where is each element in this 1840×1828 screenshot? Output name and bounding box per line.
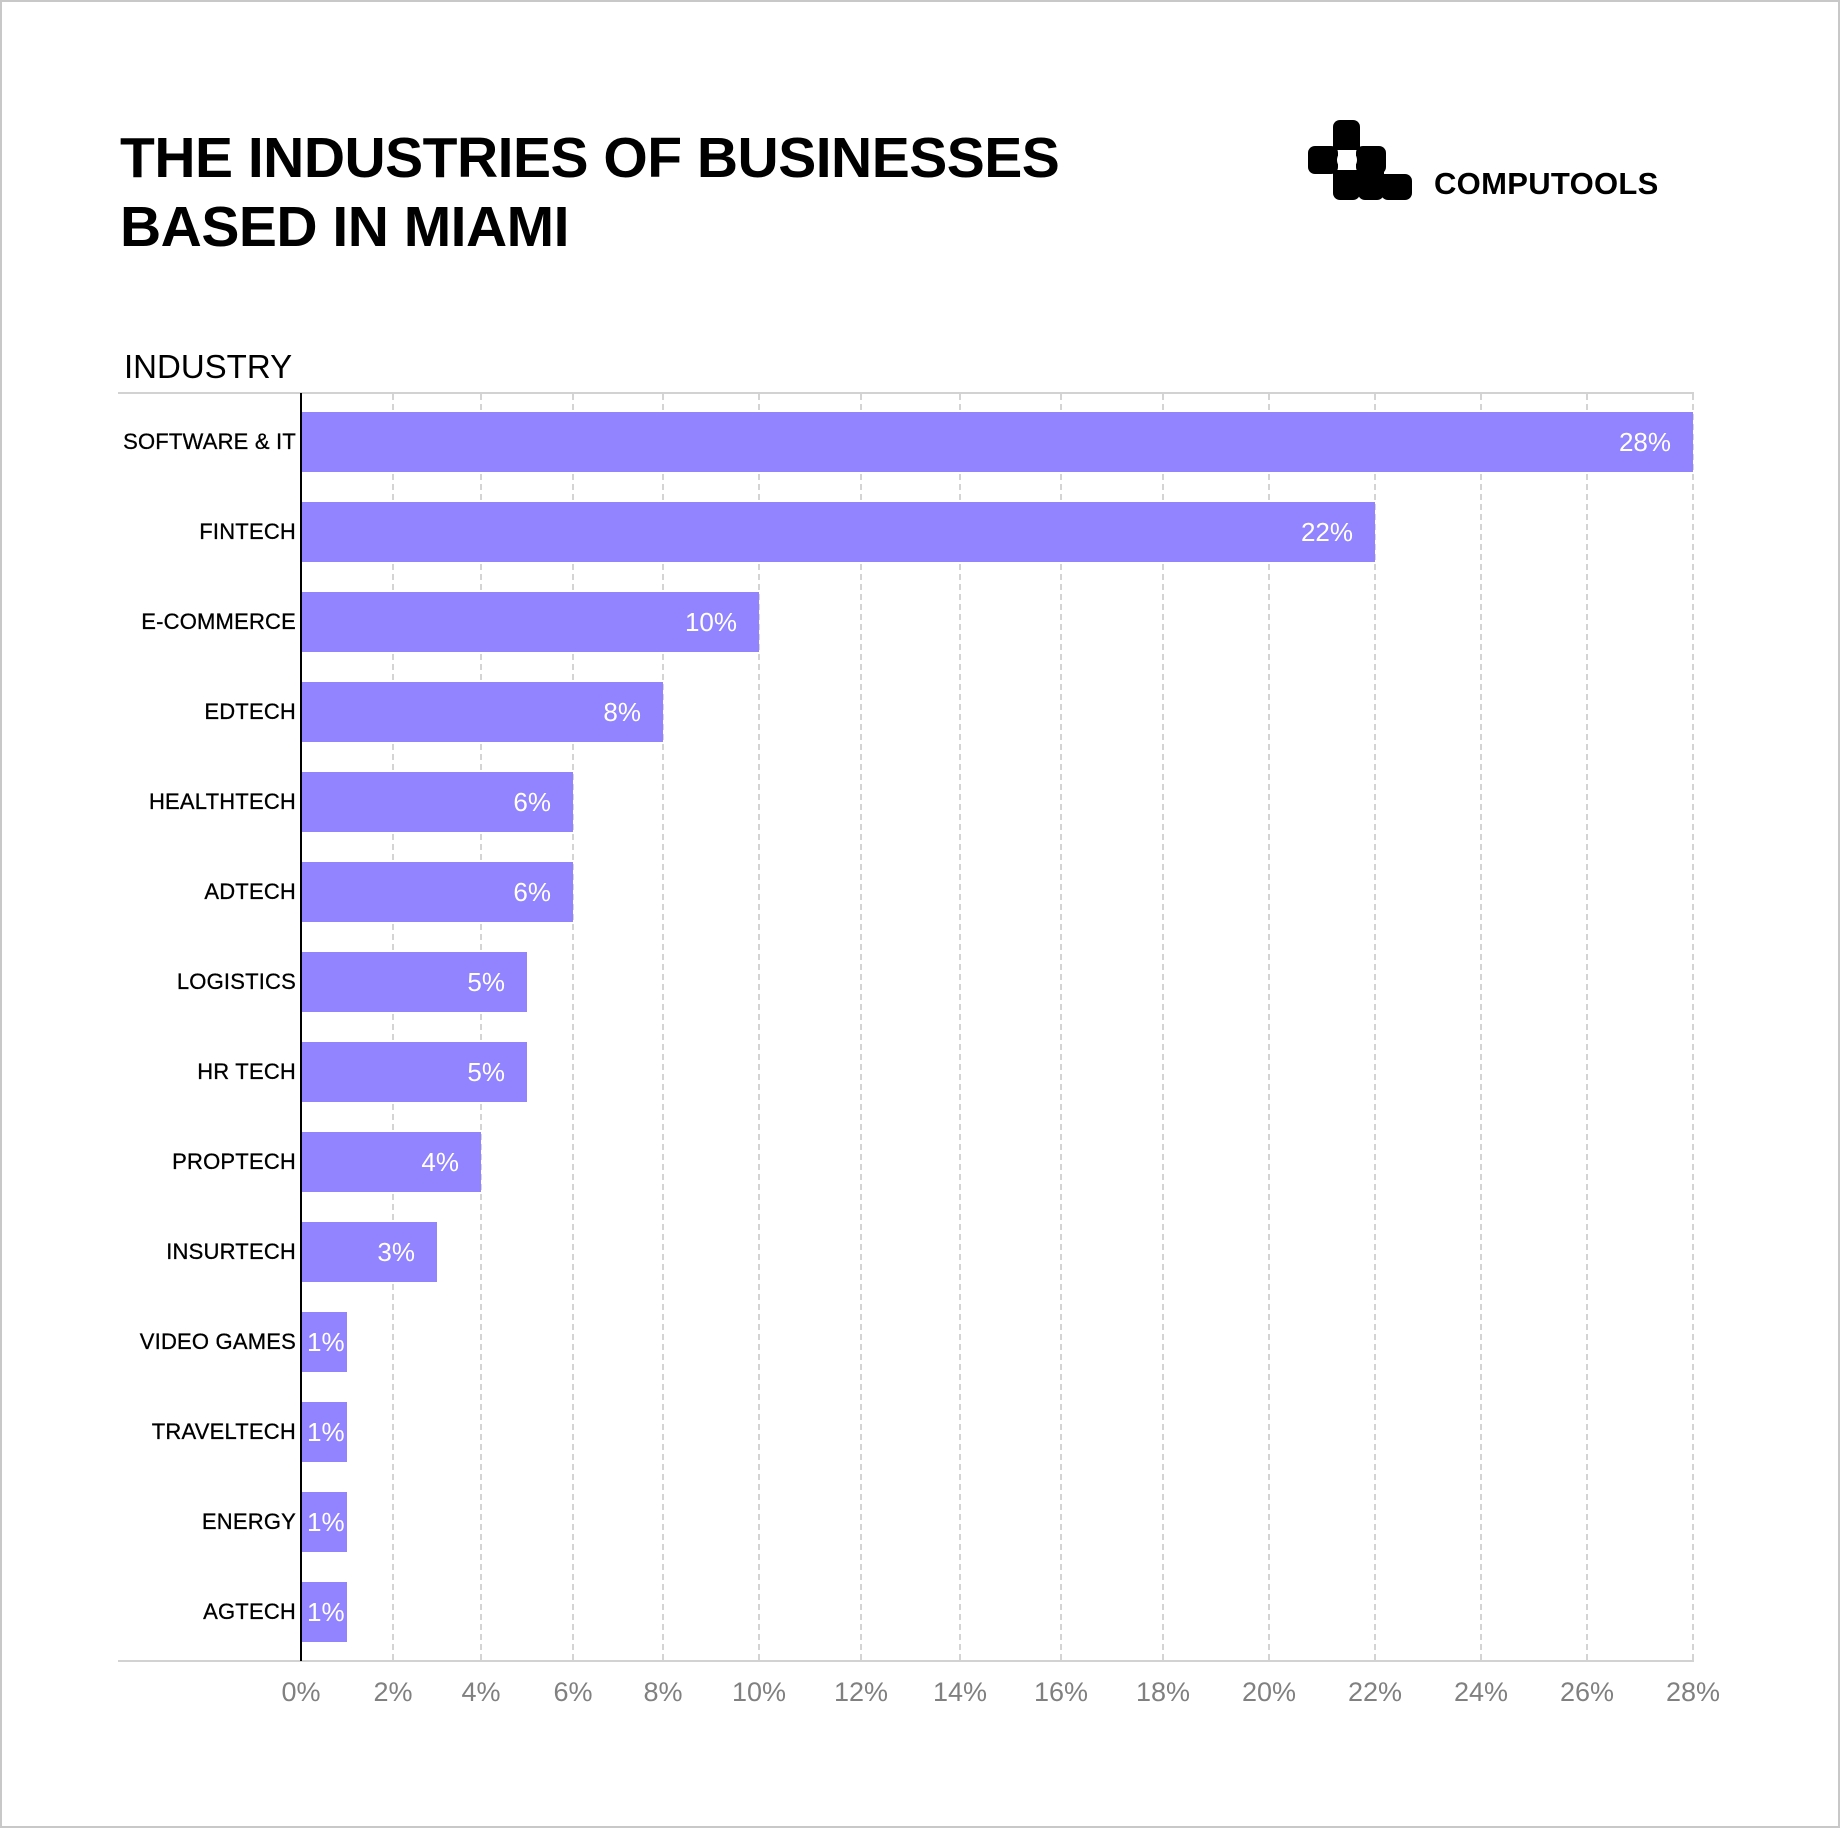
- y-axis-line: [300, 393, 302, 1661]
- x-tick-label: 6%: [553, 1677, 593, 1707]
- bar-value-label: 10%: [684, 607, 737, 637]
- gridline: [758, 394, 760, 1660]
- gridline: [662, 394, 664, 1660]
- gridline: [1374, 394, 1376, 1660]
- gridline: [1268, 394, 1270, 1660]
- bar-value-label: 5%: [467, 1057, 505, 1087]
- x-tick-label: 0%: [281, 1677, 321, 1707]
- x-tick-label: 8%: [643, 1677, 683, 1707]
- category-label: HEALTHTECH: [148, 789, 296, 814]
- bar: 8%: [302, 682, 663, 742]
- bar-value-label: 6%: [513, 787, 551, 817]
- category-label: LOGISTICS: [176, 969, 296, 994]
- bar: 3%: [302, 1222, 437, 1282]
- category-label: SOFTWARE & IT: [123, 429, 296, 454]
- chart-title-line-2: BASED IN MIAMI: [120, 195, 570, 259]
- bar: 10%: [302, 592, 759, 652]
- bar: 1%: [302, 1402, 347, 1462]
- bar: 28%: [302, 412, 1693, 472]
- bar: 1%: [302, 1492, 347, 1552]
- category-label: ENERGY: [201, 1509, 296, 1534]
- plot-top-border: [118, 392, 1694, 394]
- computools-logo-icon: [1308, 120, 1412, 200]
- bar: 1%: [302, 1582, 347, 1642]
- gridline: [860, 394, 862, 1660]
- bar-value-label: 1%: [307, 1507, 345, 1537]
- category-label: VIDEO GAMES: [139, 1329, 296, 1354]
- bar: 5%: [302, 952, 527, 1012]
- x-tick-label: 20%: [1241, 1677, 1297, 1707]
- gridline: [1162, 394, 1164, 1660]
- x-axis-line: [118, 1660, 1694, 1662]
- x-tick-label: 22%: [1347, 1677, 1403, 1707]
- x-tick-label: 4%: [461, 1677, 501, 1707]
- gridline: [480, 394, 482, 1660]
- gridline: [1586, 394, 1588, 1660]
- bar-value-label: 4%: [421, 1147, 459, 1177]
- category-label: PROPTECH: [172, 1149, 296, 1174]
- bar-value-label: 1%: [307, 1417, 345, 1447]
- x-tick-label: 18%: [1135, 1677, 1191, 1707]
- bar-value-label: 22%: [1300, 517, 1353, 547]
- bar: 5%: [302, 1042, 527, 1102]
- x-tick-label: 28%: [1665, 1677, 1721, 1707]
- y-axis-title: INDUSTRY: [124, 348, 293, 385]
- x-tick-label: 26%: [1559, 1677, 1615, 1707]
- gridline: [1060, 394, 1062, 1660]
- x-tick-label: 10%: [731, 1677, 787, 1707]
- bar: 4%: [302, 1132, 481, 1192]
- gridline: [1480, 394, 1482, 1660]
- category-label: AGTECH: [203, 1599, 296, 1624]
- category-label: INSURTECH: [166, 1239, 296, 1264]
- bar: 22%: [302, 502, 1375, 562]
- chart-title-line-1: THE INDUSTRIES OF BUSINESSES: [120, 126, 1060, 190]
- category-label: ADTECH: [204, 879, 296, 904]
- x-tick-label: 2%: [373, 1677, 413, 1707]
- bar: 6%: [302, 772, 573, 832]
- x-tick-label: 12%: [833, 1677, 889, 1707]
- brand-name: COMPUTOOLS: [1434, 166, 1659, 201]
- bar-value-label: 1%: [307, 1327, 345, 1357]
- bar-value-label: 1%: [307, 1597, 345, 1627]
- x-tick-label: 14%: [932, 1677, 988, 1707]
- category-label: HR TECH: [197, 1059, 296, 1084]
- category-label: E-COMMERCE: [141, 609, 296, 634]
- category-label: TRAVELTECH: [151, 1419, 296, 1444]
- gridline: [959, 394, 961, 1660]
- gridline: [392, 394, 394, 1660]
- bar-value-label: 5%: [467, 967, 505, 997]
- x-tick-label: 16%: [1033, 1677, 1089, 1707]
- gridline: [572, 394, 574, 1660]
- bar: 1%: [302, 1312, 347, 1372]
- bar-value-label: 6%: [513, 877, 551, 907]
- bar-value-label: 8%: [603, 697, 641, 727]
- chart-title: THE INDUSTRIES OF BUSINESSES BASED IN MI…: [120, 124, 1060, 262]
- bar-value-label: 28%: [1618, 427, 1671, 457]
- category-label: FINTECH: [199, 519, 296, 544]
- category-label: EDTECH: [204, 699, 296, 724]
- gridline: [1692, 394, 1694, 1660]
- x-tick-label: 24%: [1453, 1677, 1509, 1707]
- bar-value-label: 3%: [377, 1237, 415, 1267]
- bar: 6%: [302, 862, 573, 922]
